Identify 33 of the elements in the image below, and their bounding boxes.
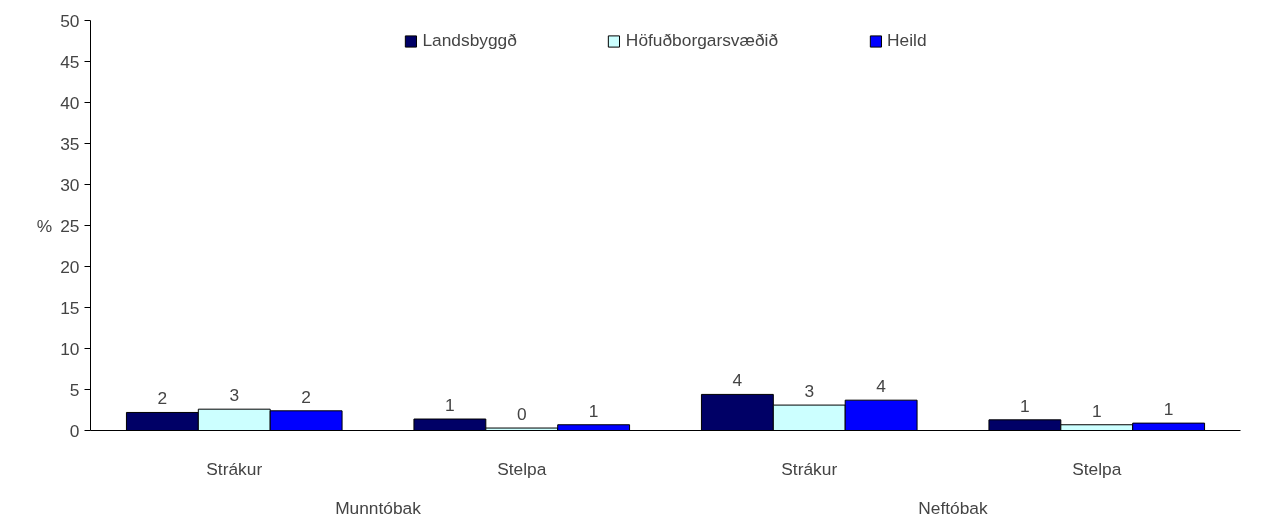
x-tick-label: Strákur	[781, 458, 838, 479]
text: Neftóbak	[918, 497, 989, 518]
text: Munntóbak	[335, 497, 422, 518]
y-tick-label: 5	[69, 379, 80, 400]
legend-label: Landsbyggð	[422, 30, 517, 51]
data-label: 1	[1163, 399, 1174, 420]
y-tick-label: 0	[69, 420, 80, 441]
y-tick-label: 40	[60, 92, 80, 113]
y-tick-label: 10	[60, 338, 80, 359]
data-label: 4	[732, 370, 743, 391]
x-tick-label: Stelpa	[1072, 458, 1122, 479]
y-tick-label: 20	[60, 256, 80, 277]
legend-label: Heild	[887, 30, 927, 51]
data-label: 0	[516, 404, 527, 425]
legend-label: Höfuðborgarsvæðið	[625, 30, 779, 51]
data-label: 1	[1020, 395, 1030, 416]
x-tick-label: Strákur	[206, 458, 263, 479]
data-label: 1	[588, 400, 599, 421]
x-tick-label: Stelpa	[497, 458, 547, 479]
data-label: 1	[1091, 400, 1102, 421]
y-tick-label: 30	[60, 174, 80, 195]
y-tick-label: 45	[60, 51, 80, 72]
data-label: 2	[157, 388, 168, 409]
data-label: 2	[301, 386, 311, 407]
y-tick-label: 35	[60, 133, 80, 154]
data-label: 4	[876, 376, 887, 397]
data-label: 3	[804, 381, 815, 402]
y-tick-label: 50	[60, 10, 80, 31]
data-label: 3	[229, 385, 240, 406]
y-tick-label: 25	[60, 215, 80, 236]
y-tick-label: 15	[60, 297, 80, 318]
y-axis-title: %	[36, 215, 53, 236]
data-label: 1	[445, 395, 455, 416]
